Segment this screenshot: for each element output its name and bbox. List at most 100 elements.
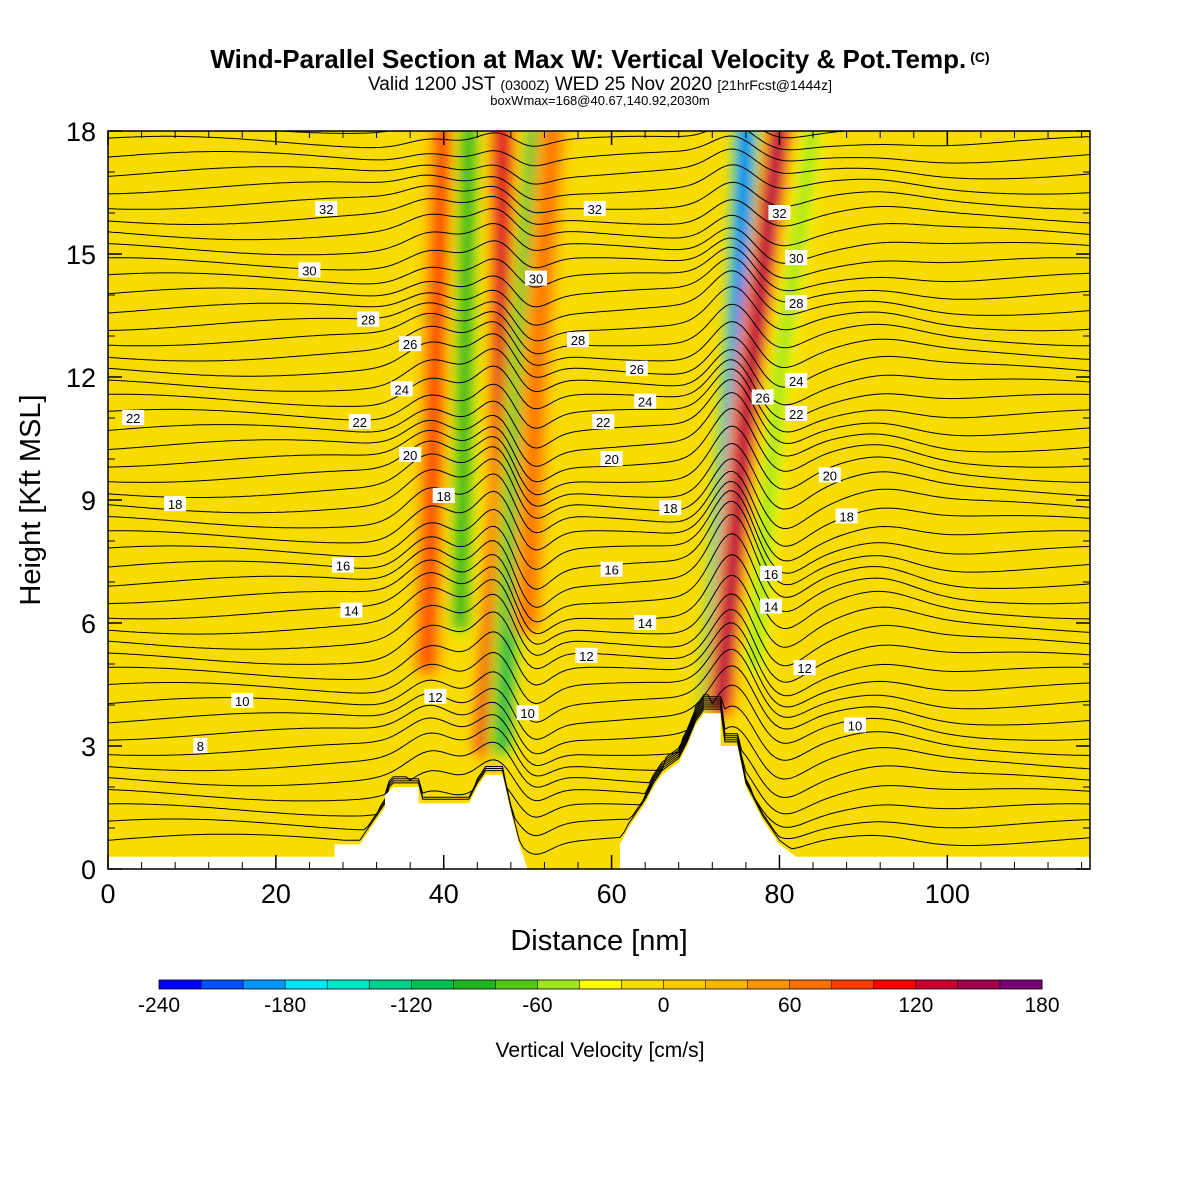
theta-label-bg (600, 451, 623, 466)
theta-label-bg (390, 381, 413, 397)
theta-label-bg (567, 332, 590, 348)
theta-label: 30 (785, 250, 808, 266)
theta-contour (108, 648, 1090, 723)
colorbar-swatch (999, 980, 1043, 989)
theta-label: 12 (424, 688, 447, 705)
theta-label-bg (357, 311, 380, 327)
colorbar-swatch (369, 980, 412, 989)
colorbar-border (158, 979, 1043, 990)
colorbar-swatch (831, 980, 875, 989)
theta-contour (108, 442, 1090, 510)
theta-label: 16 (760, 565, 783, 582)
theta-contour (108, 246, 1090, 292)
colorbar-swatch (663, 980, 707, 989)
theta-label-bg (516, 705, 539, 721)
colorbar-swatch (873, 980, 917, 989)
theta-label-bg (592, 414, 615, 430)
theta-contour (108, 574, 1090, 648)
theta-label-bg (424, 688, 447, 704)
theta-label-bg (122, 410, 145, 425)
theta-label: 22 (785, 405, 808, 422)
theta-contour (108, 609, 1090, 683)
colorbar-swatch (537, 980, 580, 989)
theta-label-text: 18 (168, 497, 182, 512)
theta-label-bg (625, 360, 648, 376)
theta-contour (108, 148, 1090, 185)
theta-label-bg (348, 414, 371, 430)
theta-contour (108, 634, 1090, 708)
theta-label-text: 24 (395, 382, 409, 397)
theta-label: 14 (634, 615, 657, 631)
theta-contour (108, 333, 1090, 388)
theta-label-bg (634, 615, 657, 630)
theta-label: 28 (785, 295, 808, 311)
theta-label-text: 20 (403, 448, 417, 463)
theta-label-text: 28 (571, 333, 585, 348)
colorbar-tick-label: 0 (658, 994, 670, 1017)
theta-contour (108, 684, 1090, 755)
vertical-velocity-band (421, 131, 450, 670)
plot-area (108, 131, 1090, 869)
theta-label-bg (760, 565, 783, 581)
theta-label-text: 12 (797, 661, 811, 676)
theta-contour (108, 392, 1090, 467)
theta-contour (108, 257, 1090, 308)
theta-contour (108, 195, 1090, 227)
theta-label-bg (399, 336, 422, 352)
theta-label-bg (634, 393, 657, 409)
theta-label: 30 (525, 270, 548, 287)
theta-label: 32 (315, 200, 338, 217)
theta-label: 28 (567, 332, 590, 348)
theta-contour (108, 696, 1090, 767)
theta-label-text: 28 (789, 296, 803, 311)
theta-contour (108, 407, 1090, 483)
theta-contours (108, 131, 1090, 855)
colorbar-swatch (243, 980, 286, 989)
colorbar-tick-label: -60 (522, 994, 552, 1017)
theta-label-bg (818, 467, 841, 483)
theta-label-bg (768, 205, 791, 220)
theta-label-text: 22 (353, 415, 367, 430)
theta-contour (108, 164, 1090, 201)
theta-label: 22 (122, 410, 145, 426)
x-tick-label: 80 (764, 879, 794, 909)
colorbar-swatch (159, 980, 202, 989)
theta-contour (108, 500, 1090, 590)
theta-contour (108, 700, 1090, 799)
theta-contour (108, 708, 1090, 855)
theta-label: 32 (768, 205, 791, 221)
theta-label-text: 26 (755, 391, 769, 406)
colorbar: Vertical Velocity [cm/s] -240 -180 -120 -60… (138, 979, 1060, 1062)
theta-contour (108, 702, 1090, 815)
theta-contour (108, 425, 1090, 496)
theta-label: 26 (625, 360, 648, 377)
theta-label: 14 (760, 598, 783, 615)
theta-contour (108, 368, 1090, 433)
chart-title: Wind-Parallel Section at Max W: Vertical… (210, 44, 990, 74)
plot-frame (107, 130, 1091, 870)
theta-label-bg (760, 598, 783, 614)
colorbar-label: Vertical Velocity [cm/s] (496, 1039, 705, 1062)
x-tick-label: 60 (597, 879, 627, 909)
theta-label-bg (575, 647, 598, 663)
colorbar-swatch (327, 980, 370, 989)
colorbar-swatch (915, 980, 959, 989)
box-info: boxWmax=168@40.67,140.92,2030m (490, 93, 710, 108)
theta-label-text: 16 (604, 563, 618, 578)
theta-label-text: 10 (235, 694, 249, 709)
theta-label: 20 (399, 446, 422, 463)
theta-contour (108, 458, 1090, 530)
colorbar-swatch (621, 980, 665, 989)
theta-label-bg (315, 200, 338, 216)
theta-label-text: 10 (520, 706, 534, 721)
theta-label-bg (298, 262, 321, 278)
theta-label-bg (583, 200, 606, 216)
colorbar-swatch (705, 980, 749, 989)
chart-subtitle: Valid 1200 JST (0300Z) WED 25 Nov 2020 [… (0, 74, 1200, 96)
theta-label: 26 (399, 336, 422, 352)
theta-label-text: 14 (344, 604, 358, 619)
theta-label-bg (843, 717, 866, 733)
theta-contour (108, 480, 1090, 562)
theta-label-text: 22 (596, 415, 610, 430)
